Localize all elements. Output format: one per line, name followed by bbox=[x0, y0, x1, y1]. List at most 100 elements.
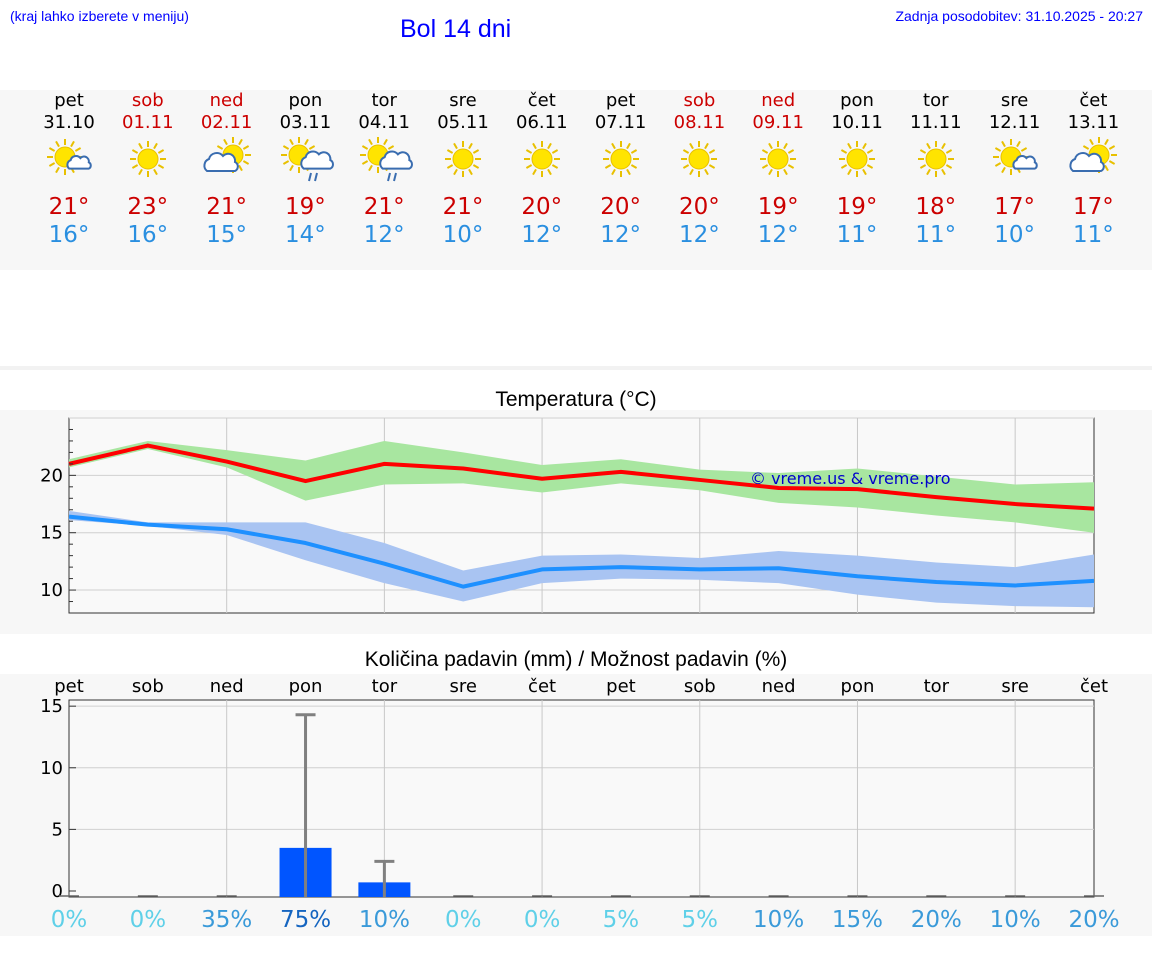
y-tick-label: 5 bbox=[52, 819, 63, 840]
x-tick-label: sre bbox=[1001, 676, 1028, 697]
max-temperature: 18° bbox=[915, 194, 957, 220]
min-temperature: 11° bbox=[915, 222, 957, 248]
min-temperature: 12° bbox=[600, 222, 641, 248]
max-temperature: 21° bbox=[363, 194, 405, 220]
max-temperature: 19° bbox=[285, 194, 326, 220]
sun-cloud-rain-icon bbox=[265, 137, 345, 183]
precipitation-probability: 10% bbox=[753, 907, 804, 933]
x-tick-label: sob bbox=[132, 676, 164, 697]
day-date: 04.11 bbox=[358, 112, 410, 133]
x-tick-label: ned bbox=[762, 676, 796, 697]
x-tick-label: čet bbox=[528, 676, 556, 697]
sun-icon bbox=[581, 137, 661, 183]
day-name: tor bbox=[923, 90, 949, 111]
max-temperature: 20° bbox=[600, 194, 641, 220]
day-date: 10.11 bbox=[831, 112, 883, 133]
x-tick-label: sob bbox=[684, 676, 716, 697]
min-temperature: 12° bbox=[363, 222, 405, 248]
forecast-day: sre 05.11 21° 10° bbox=[423, 90, 503, 249]
y-tick-label: 15 bbox=[40, 696, 63, 717]
min-temperature: 16° bbox=[48, 222, 90, 248]
forecast-day: pet 07.11 20° 12° bbox=[581, 90, 661, 249]
max-temperature: 17° bbox=[994, 194, 1035, 220]
min-temperature: 11° bbox=[1073, 222, 1114, 248]
day-date: 08.11 bbox=[673, 112, 726, 133]
x-tick-label: pet bbox=[54, 676, 84, 697]
max-temperature: 23° bbox=[127, 194, 169, 220]
precipitation-probability: 20% bbox=[1068, 907, 1119, 933]
forecast-day: sre 12.11 17° 10° bbox=[975, 90, 1055, 249]
sun-cloud-icon bbox=[1053, 137, 1133, 183]
forecast-day: čet 06.11 20° 12° bbox=[502, 90, 582, 249]
precipitation-chart: pet sob ned pon tor sre čet pet sob ned pon tor sre č… bbox=[40, 676, 1119, 933]
day-name: čet bbox=[527, 90, 556, 111]
y-tick-label: 10 bbox=[40, 758, 63, 779]
forecast-day: čet 13.11 17° 11° bbox=[1053, 90, 1133, 249]
min-temperature-line bbox=[68, 514, 1095, 589]
day-date: 13.11 bbox=[1067, 112, 1120, 133]
temperature-chart-title: Temperatura (°C) bbox=[495, 388, 657, 411]
max-temperature: 21° bbox=[442, 194, 484, 220]
y-tick-label: 20 bbox=[40, 465, 63, 486]
precipitation-probability: 5% bbox=[603, 907, 640, 933]
max-temperature: 19° bbox=[836, 194, 878, 220]
day-date: 06.11 bbox=[516, 112, 568, 133]
max-temperature: 20° bbox=[521, 194, 563, 220]
day-date: 31.10 bbox=[43, 112, 95, 133]
sun-small-cloud-icon bbox=[29, 137, 109, 183]
day-date: 03.11 bbox=[279, 112, 332, 133]
forecast-day: pon 03.11 19° 14° bbox=[265, 90, 345, 249]
sun-icon bbox=[896, 137, 976, 183]
max-temperature-range bbox=[69, 440, 1094, 533]
forecast-day: ned 02.11 21° 15° bbox=[187, 90, 267, 249]
day-date: 05.11 bbox=[437, 112, 489, 133]
min-temperature-range bbox=[69, 510, 1094, 608]
y-tick-label: 15 bbox=[40, 523, 63, 544]
forecast-day: sob 01.11 23° 16° bbox=[108, 90, 188, 249]
plot-area bbox=[68, 699, 1095, 898]
sun-icon bbox=[108, 137, 188, 183]
min-temperature: 16° bbox=[127, 222, 169, 248]
max-temperature: 21° bbox=[206, 194, 247, 220]
precipitation-probability: 0% bbox=[51, 907, 88, 933]
precipitation-probability: 0% bbox=[524, 907, 561, 933]
precipitation-probability: 5% bbox=[682, 907, 719, 933]
day-name: čet bbox=[1079, 90, 1108, 111]
max-temperature: 17° bbox=[1073, 194, 1114, 220]
x-tick-label: tor bbox=[924, 676, 950, 697]
min-temperature: 10° bbox=[442, 222, 484, 248]
x-tick-label: pon bbox=[841, 676, 875, 697]
day-name: sre bbox=[1000, 90, 1029, 111]
x-tick-label: pet bbox=[606, 676, 636, 697]
sun-icon bbox=[423, 137, 503, 183]
sun-cloud-rain-icon bbox=[344, 137, 424, 183]
x-tick-label: ned bbox=[210, 676, 244, 697]
precipitation-probability: 10% bbox=[359, 907, 410, 933]
x-tick-label: sre bbox=[449, 676, 476, 697]
day-name: ned bbox=[209, 90, 244, 111]
precipitation-probability: 10% bbox=[990, 907, 1041, 933]
day-name: sob bbox=[683, 90, 716, 111]
min-temperature: 12° bbox=[521, 222, 563, 248]
x-tick-label: tor bbox=[372, 676, 398, 697]
precipitation-chart-title: Količina padavin (mm) / Možnost padavin … bbox=[364, 648, 788, 671]
min-temperature: 12° bbox=[757, 222, 799, 248]
min-temperature: 14° bbox=[285, 222, 326, 248]
day-name: pon bbox=[288, 90, 323, 111]
precipitation-probability: 0% bbox=[445, 907, 482, 933]
day-name: pon bbox=[840, 90, 874, 111]
sun-icon bbox=[502, 137, 582, 183]
sun-icon bbox=[738, 137, 818, 183]
precipitation-probability: 35% bbox=[201, 907, 252, 933]
location-hint: (kraj lahko izberete v meniju) bbox=[10, 8, 189, 24]
day-name: sre bbox=[449, 90, 477, 111]
max-temperature: 19° bbox=[757, 194, 799, 220]
sun-icon bbox=[817, 137, 897, 183]
day-date: 12.11 bbox=[988, 112, 1041, 133]
forecast-day: tor 11.11 18° 11° bbox=[896, 90, 976, 249]
max-temperature: 20° bbox=[679, 194, 720, 220]
precipitation-probability: 0% bbox=[130, 907, 167, 933]
min-temperature: 10° bbox=[994, 222, 1035, 248]
precipitation-probability: 20% bbox=[911, 907, 962, 933]
y-tick-label: 10 bbox=[40, 580, 63, 601]
